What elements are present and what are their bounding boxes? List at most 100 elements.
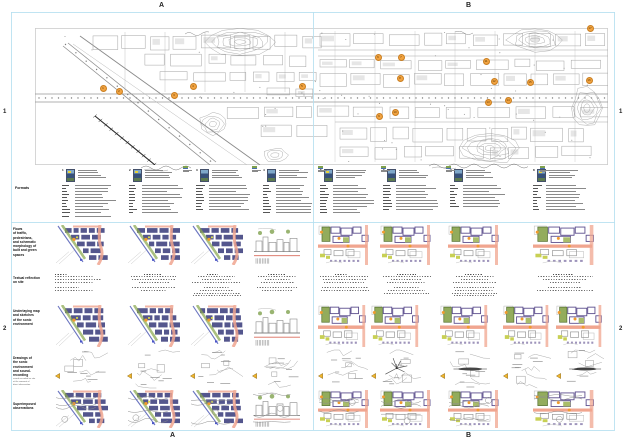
sonic-sketch-drawing: [133, 348, 181, 390]
study-thumbnail-elevation: [252, 225, 302, 265]
arrow-icon: [556, 366, 561, 384]
study-thumbnail-map: [318, 225, 371, 265]
row-label: Underlaying map and sketches of the sonic e…: [13, 309, 40, 326]
study-thumbnail-superimposed: [448, 390, 501, 428]
format-photo-thumbnail: [537, 169, 546, 182]
text-reflection-block: [448, 272, 501, 300]
sonic-sketch-drawing: [446, 348, 499, 390]
map-marker: 8: [396, 74, 404, 82]
frame-center-divider: [313, 12, 314, 430]
arrow-icon: [190, 366, 195, 384]
yellow-tag: [326, 171, 329, 173]
map-legend-item: [318, 166, 327, 172]
study-thumbnail-map: [371, 305, 421, 347]
map-marker: 14: [504, 96, 512, 104]
map-marker: 17: [586, 24, 594, 32]
map-marker: 15: [526, 78, 534, 86]
arrow-icon: [371, 366, 376, 384]
grid-label-bottom-b: B: [466, 432, 472, 439]
map-marker: 4: [189, 82, 197, 90]
yellow-tag: [539, 171, 542, 173]
frame-band-divider: [11, 222, 615, 223]
format-block: 5: [320, 168, 378, 220]
study-thumbnail-map: [190, 304, 245, 348]
map-marker: 12: [490, 77, 498, 85]
grid-label-left-2: 2: [3, 326, 7, 332]
map-marker: 13: [484, 98, 492, 106]
format-block: 8: [533, 168, 591, 220]
text-reflection-block: [318, 272, 371, 300]
row-label: Textual reflection on site: [13, 276, 41, 285]
arrow-icon: [318, 366, 323, 384]
map-legend-item: [252, 166, 261, 172]
format-photo-thumbnail: [454, 169, 463, 182]
sonic-sketch-drawing: [324, 348, 372, 390]
grid-label-bottom-a: A: [170, 432, 176, 439]
study-thumbnail-superimposed: [533, 390, 597, 428]
study-thumbnail-map: [190, 224, 246, 266]
handwriting-scrawl: [140, 159, 195, 177]
grid-label-top-a: A: [159, 2, 165, 9]
grid-label-right-1: 1: [619, 109, 623, 115]
map-legend-item: [540, 166, 549, 172]
study-thumbnail-superimposed: [190, 389, 246, 429]
format-block: 6: [383, 168, 441, 220]
sonic-sketch-drawing: [562, 348, 615, 390]
map-marker: 9: [375, 112, 383, 120]
arrow-icon: [440, 366, 445, 384]
study-thumbnail-map: [440, 305, 490, 347]
text-reflection-block: [380, 272, 433, 300]
study-thumbnail-superimposed: [252, 390, 302, 428]
row-label: Superimposed observations: [13, 402, 36, 411]
sonic-sketch-drawing: [377, 348, 424, 390]
format-photo-thumbnail: [267, 169, 276, 182]
text-reflection-block: [190, 272, 243, 300]
format-number: 2: [129, 168, 131, 172]
map-marker: 3: [170, 91, 178, 99]
urban-map: [35, 28, 608, 165]
frame-right: [614, 12, 615, 430]
text-reflection-block: [55, 272, 108, 300]
format-number: 4: [263, 168, 265, 172]
arrow-icon: [127, 366, 132, 384]
study-thumbnail-superimposed: [55, 389, 109, 429]
study-thumbnail-map: [127, 304, 180, 348]
format-block: 4: [263, 168, 321, 220]
text-reflection-block: [252, 272, 302, 300]
format-number: 3: [196, 168, 198, 172]
format-photo-thumbnail: [133, 169, 142, 182]
map-legend-item: [183, 166, 192, 172]
grid-label-right-2: 2: [619, 326, 623, 332]
study-thumbnail-map: [503, 305, 551, 347]
yellow-tag: [68, 171, 71, 173]
format-block: 3: [196, 168, 254, 220]
study-thumbnail-map: [380, 225, 433, 265]
format-photo-thumbnail: [66, 169, 75, 182]
map-marker: 6: [374, 53, 382, 61]
map-marker: 5: [298, 82, 306, 90]
study-thumbnail-superimposed: [318, 390, 371, 428]
format-block: 2: [129, 168, 187, 220]
map-marker: 2: [115, 87, 123, 95]
text-reflection-block: [127, 272, 180, 300]
arrow-icon: [503, 366, 508, 384]
study-thumbnail-elevation: [252, 305, 302, 347]
format-photo-thumbnail: [200, 169, 209, 182]
grid-label-top-b: B: [466, 2, 472, 9]
row-label-fineprint: sound recorded on site at the moment of di…: [13, 378, 36, 387]
study-thumbnail-map: [55, 224, 108, 266]
row-label: Flows of traffic, pedestrians, and schemati…: [13, 227, 37, 257]
map-legend-item: [381, 166, 390, 172]
map-marker: 10: [391, 108, 399, 116]
formats-label: Formats: [15, 186, 30, 190]
urban-map-drawing: [35, 28, 608, 165]
sonic-sketch-drawing: [258, 348, 302, 390]
format-number: 1: [62, 168, 64, 172]
study-thumbnail-map: [448, 225, 501, 265]
study-thumbnail-map: [318, 305, 368, 347]
study-thumbnail-map: [533, 225, 597, 265]
format-number: 8: [533, 168, 535, 172]
frame-left: [11, 12, 12, 430]
format-block: 7: [450, 168, 508, 220]
